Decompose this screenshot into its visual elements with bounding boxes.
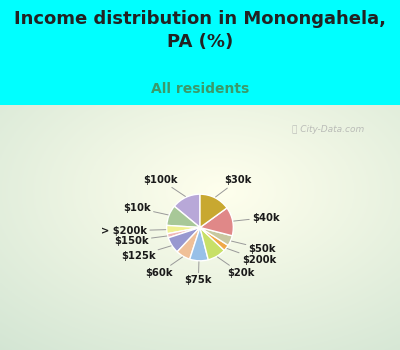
Wedge shape <box>200 228 228 250</box>
Text: Income distribution in Monongahela,
PA (%): Income distribution in Monongahela, PA (… <box>14 10 386 51</box>
Text: ⓘ City-Data.com: ⓘ City-Data.com <box>292 125 364 134</box>
Wedge shape <box>200 228 224 260</box>
Wedge shape <box>168 228 200 252</box>
Text: All residents: All residents <box>151 82 249 96</box>
Text: $150k: $150k <box>114 236 167 246</box>
Text: $50k: $50k <box>232 241 276 253</box>
Text: $60k: $60k <box>146 257 182 278</box>
Text: $20k: $20k <box>218 257 254 278</box>
Wedge shape <box>167 225 200 234</box>
Wedge shape <box>167 206 200 228</box>
Wedge shape <box>174 194 200 228</box>
Wedge shape <box>167 228 200 238</box>
Text: $200k: $200k <box>227 248 276 265</box>
Text: $10k: $10k <box>123 203 168 215</box>
Text: $40k: $40k <box>234 212 280 223</box>
Text: $30k: $30k <box>216 175 252 197</box>
Text: $75k: $75k <box>184 262 212 285</box>
Wedge shape <box>177 228 200 259</box>
Wedge shape <box>200 228 232 245</box>
Wedge shape <box>200 208 233 236</box>
Wedge shape <box>190 228 208 261</box>
Wedge shape <box>200 194 227 228</box>
Text: $125k: $125k <box>121 246 171 261</box>
Text: $100k: $100k <box>143 175 185 196</box>
Text: > $200k: > $200k <box>101 226 166 236</box>
